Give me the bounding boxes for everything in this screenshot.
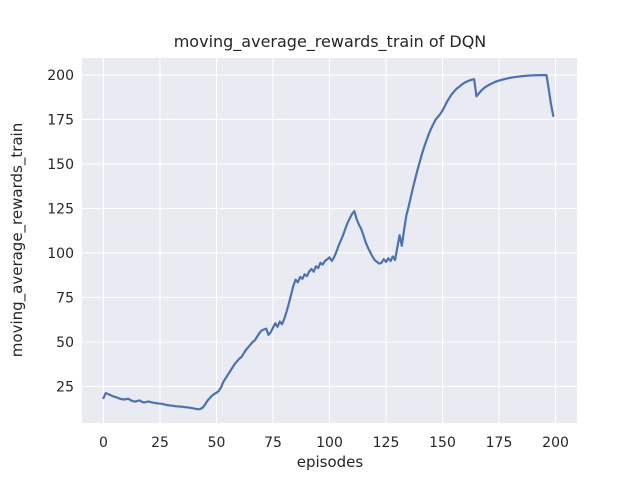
y-tick-label: 200: [47, 68, 74, 84]
x-tick-label: 200: [542, 435, 569, 451]
chart-title: moving_average_rewards_train of DQN: [174, 32, 487, 52]
y-axis-label: moving_average_rewards_train: [8, 123, 27, 357]
x-tick-labels: 0 25 50 75 100 125 150 175 200: [99, 435, 569, 451]
y-tick-label: 100: [47, 246, 74, 262]
x-tick-label: 150: [429, 435, 456, 451]
x-tick-label: 75: [264, 435, 282, 451]
y-tick-label: 50: [56, 335, 74, 351]
x-tick-label: 100: [316, 435, 343, 451]
x-tick-label: 25: [151, 435, 169, 451]
gridlines: [82, 58, 577, 423]
dqn-reward-line: [102, 73, 555, 411]
x-tick-label: 50: [208, 435, 226, 451]
y-tick-labels: 25 50 75 100 125 150 175 200: [47, 68, 74, 396]
x-tick-label: 0: [99, 435, 108, 451]
y-tick-label: 125: [47, 201, 74, 217]
y-tick-label: 150: [47, 157, 74, 173]
x-tick-label: 125: [373, 435, 400, 451]
y-tick-label: 175: [47, 112, 74, 128]
x-axis-label: episodes: [297, 453, 364, 471]
y-tick-label: 75: [56, 290, 74, 306]
y-tick-label: 25: [56, 380, 74, 396]
x-tick-label: 175: [486, 435, 513, 451]
